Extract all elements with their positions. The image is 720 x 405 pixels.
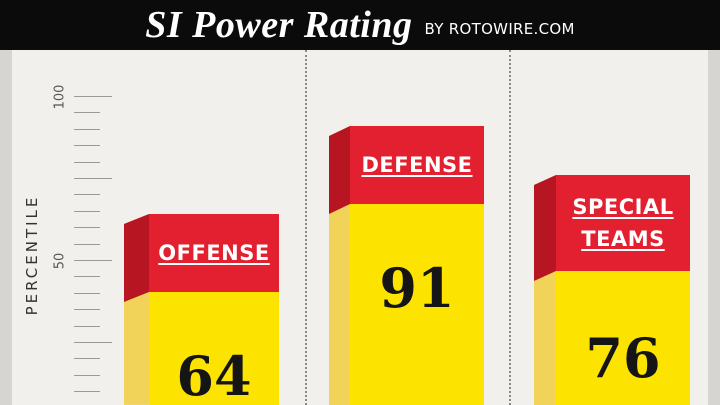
bar: OFFENSE 64 bbox=[124, 214, 279, 405]
y-tick-label: 100 bbox=[52, 84, 68, 110]
y-axis-tick bbox=[74, 227, 100, 229]
column-divider bbox=[305, 50, 307, 405]
y-axis-tick bbox=[74, 194, 100, 196]
right-edge-strip bbox=[708, 50, 720, 405]
bar-category-text: DEFENSE bbox=[361, 152, 473, 177]
y-axis-tick bbox=[74, 128, 100, 130]
y-axis-tick bbox=[74, 112, 100, 114]
bar-front-face: DEFENSE 91 bbox=[350, 125, 484, 405]
column-divider bbox=[509, 50, 511, 405]
bar-category-label: DEFENSE bbox=[350, 125, 484, 204]
y-axis-tick bbox=[74, 161, 100, 163]
bar-front-face: SPECIAL TEAMS 76 bbox=[556, 174, 690, 405]
bar-category-label: SPECIAL TEAMS bbox=[556, 174, 690, 271]
left-edge-strip bbox=[0, 50, 12, 405]
bar-side-face bbox=[329, 125, 350, 405]
chart-byline: BY ROTOWIRE.COM bbox=[424, 20, 575, 38]
y-axis-tick bbox=[74, 145, 100, 147]
y-axis-tick bbox=[74, 243, 100, 245]
y-axis-label: PERCENTILE bbox=[23, 194, 41, 316]
y-tick-label: 50 bbox=[52, 252, 68, 270]
bar-value-label: 64 bbox=[176, 344, 252, 405]
bar: SPECIAL TEAMS 76 bbox=[534, 174, 690, 405]
y-axis-tick bbox=[74, 325, 100, 327]
y-axis-tick bbox=[74, 374, 100, 376]
y-axis-tick bbox=[74, 276, 100, 278]
y-axis-tick bbox=[74, 260, 112, 261]
y-axis-tick bbox=[74, 342, 112, 343]
bar-value-label: 91 bbox=[379, 255, 455, 320]
bar-category-text: SPECIAL bbox=[572, 194, 674, 219]
bar: DEFENSE 91 bbox=[329, 125, 484, 405]
bar-side-face bbox=[534, 174, 556, 405]
bar-category-text: OFFENSE bbox=[158, 241, 270, 266]
bar-side-face bbox=[124, 214, 149, 405]
y-axis-tick bbox=[74, 210, 100, 212]
bar-category-label: OFFENSE bbox=[149, 214, 279, 293]
y-axis-tick bbox=[74, 292, 100, 294]
bar-category-text: TEAMS bbox=[581, 226, 665, 251]
chart-header: SI Power Rating BY ROTOWIRE.COM bbox=[0, 0, 720, 50]
y-axis-tick bbox=[74, 358, 100, 360]
y-axis-tick bbox=[74, 391, 100, 393]
y-axis-tick bbox=[74, 96, 112, 97]
chart-title: SI Power Rating bbox=[145, 4, 413, 46]
bar-front-face: OFFENSE 64 bbox=[149, 214, 279, 405]
y-axis-tick bbox=[74, 178, 112, 179]
bar-value-label: 76 bbox=[585, 325, 661, 390]
y-axis-tick bbox=[74, 309, 100, 311]
